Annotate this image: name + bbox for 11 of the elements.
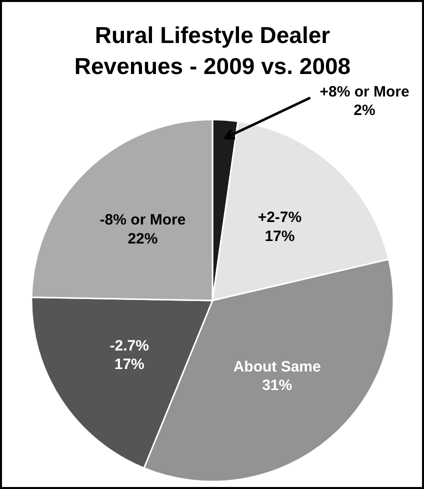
data-label: 31% xyxy=(262,377,292,394)
slice-label: +8% or More xyxy=(320,84,410,101)
data-label: 17% xyxy=(114,356,144,374)
slice-label: +2-7% xyxy=(258,209,302,226)
slice-label: -8% or More xyxy=(100,212,186,229)
slice-label: -2.7% xyxy=(110,337,149,354)
data-label: 2% xyxy=(354,102,376,120)
slice-label: About Same xyxy=(233,358,321,376)
chart-title: Rural Lifestyle Dealer Revenues - 2009 vs. 2008 xyxy=(74,22,351,80)
data-label: 22% xyxy=(128,230,158,248)
data-label: 17% xyxy=(264,228,295,245)
